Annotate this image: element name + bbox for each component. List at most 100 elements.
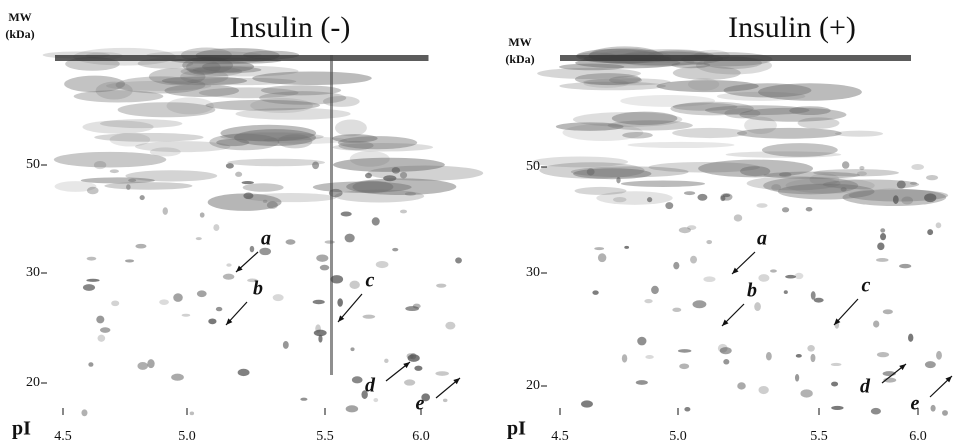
- gel-spot: [285, 239, 296, 245]
- arrow-label: a: [757, 228, 767, 250]
- gel-smear: [583, 78, 629, 88]
- gel-spot: [222, 273, 235, 280]
- gel-smear: [724, 108, 761, 119]
- gel-spot: [241, 181, 254, 185]
- mw-label: MW: [508, 35, 531, 49]
- panel-title: Insulin (-): [230, 11, 351, 44]
- gel-smear: [95, 81, 133, 100]
- gel-spot: [785, 274, 797, 279]
- gel-smear: [338, 140, 374, 151]
- gel-spot: [99, 327, 111, 333]
- gel-spot: [383, 175, 397, 182]
- gel-spot: [813, 297, 824, 303]
- gel-spot: [171, 373, 184, 381]
- gel-spot: [410, 352, 417, 360]
- gel-spot: [249, 245, 255, 253]
- gel-smear: [263, 136, 348, 144]
- gel-smear: [209, 133, 280, 151]
- gel-top-band: [560, 55, 911, 61]
- gel-spot: [208, 318, 217, 325]
- gel-spot: [455, 257, 462, 264]
- arrow-label: e: [911, 393, 920, 415]
- gel-spot: [189, 411, 195, 416]
- gel-spot: [226, 263, 232, 267]
- gel-spot: [856, 171, 867, 176]
- gel-spot: [870, 407, 881, 415]
- gel-spot: [779, 172, 792, 178]
- gel-spot: [392, 247, 399, 252]
- gel-spot: [758, 386, 769, 395]
- gel-smear: [164, 84, 240, 98]
- gel-spot: [687, 225, 697, 230]
- gel-spot: [215, 306, 223, 312]
- gel-smear: [539, 162, 645, 179]
- gel-spot: [765, 352, 772, 361]
- gel-smear: [250, 98, 313, 114]
- gel-spot: [375, 260, 389, 269]
- arrow-label: b: [747, 280, 757, 302]
- gel-spot: [318, 334, 323, 343]
- gel-spot: [737, 382, 746, 390]
- x-label: 4.5: [551, 429, 569, 444]
- gel-spot: [159, 299, 169, 305]
- gel-spot: [87, 186, 99, 195]
- gel-smear: [220, 132, 324, 142]
- gel-smear: [205, 99, 321, 111]
- arrow-label: d: [365, 375, 376, 397]
- gel-smear: [672, 102, 738, 111]
- gel-panel: [532, 46, 949, 416]
- gel-spot: [909, 181, 918, 185]
- gel-spot: [936, 350, 942, 360]
- gel-smear: [277, 134, 313, 149]
- gel-smear: [725, 151, 842, 158]
- panel-title: Insulin (+): [728, 11, 856, 44]
- gel-spot: [770, 269, 777, 273]
- gel-spot: [312, 161, 320, 170]
- gel-spot: [794, 374, 800, 382]
- gel-smear: [744, 116, 777, 134]
- gel-spot: [88, 362, 94, 367]
- gel-smear: [671, 61, 711, 69]
- gel-spot: [111, 300, 120, 307]
- gel-smear: [100, 119, 183, 129]
- gel-smear: [695, 56, 773, 75]
- gel-spot: [405, 306, 420, 312]
- gel-spot: [722, 193, 731, 198]
- gel-spot: [345, 405, 359, 413]
- y-label: 20: [526, 378, 540, 393]
- gel-spot: [805, 206, 813, 212]
- gel-smear: [161, 76, 248, 86]
- gel-spot: [942, 410, 948, 416]
- gel-spot: [316, 254, 329, 262]
- gel-smear: [54, 181, 97, 192]
- gel-smear: [53, 151, 167, 168]
- gel-smear: [106, 80, 212, 91]
- gel-spot: [414, 365, 423, 371]
- gel-spot: [754, 302, 761, 312]
- gel-spot: [624, 245, 630, 249]
- gel-spot: [924, 361, 936, 369]
- gel-smear: [723, 83, 812, 98]
- gel-spot: [880, 233, 887, 241]
- gel-smear: [187, 77, 297, 86]
- arrow-label: d: [860, 376, 871, 398]
- gel-spot: [225, 163, 234, 169]
- gel-smear: [789, 106, 831, 116]
- gel-smear: [670, 101, 754, 116]
- gel-smear: [245, 192, 337, 203]
- gel-spot: [719, 347, 732, 355]
- arrow-label: e: [416, 393, 425, 415]
- gel-smear: [622, 131, 653, 139]
- gel-spot: [876, 257, 889, 262]
- gel-smear: [672, 65, 741, 80]
- gel-smear: [555, 122, 624, 131]
- gel-spot: [351, 376, 363, 384]
- gel-smear: [574, 186, 627, 195]
- arrow-head: [236, 265, 243, 272]
- gel-spot: [683, 191, 696, 196]
- gel-smear: [809, 173, 840, 186]
- gel-smear: [332, 157, 445, 172]
- gel-spot: [137, 361, 149, 370]
- arrow-label: a: [261, 228, 271, 250]
- x-label: 5.0: [669, 429, 687, 444]
